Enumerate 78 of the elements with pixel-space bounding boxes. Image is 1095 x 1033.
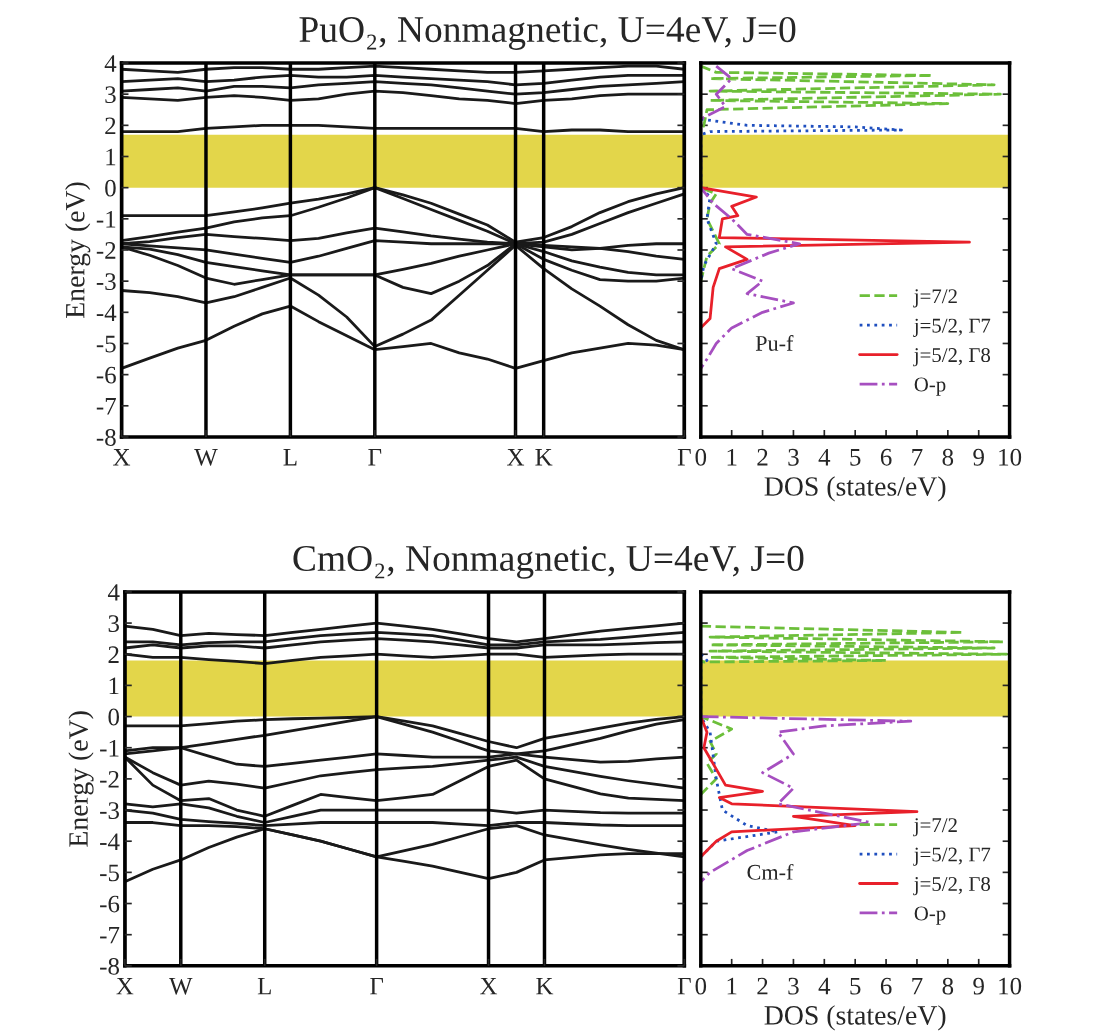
y-tick-label: -8 — [100, 957, 120, 975]
x-tick-label: 1 — [727, 448, 737, 466]
x-tick-label: W — [169, 977, 193, 995]
x-tick-label: L — [283, 449, 297, 466]
x-tick-label: X — [116, 977, 134, 995]
x-tick-label: 5 — [850, 449, 861, 466]
y-tick-label: -8 — [96, 429, 116, 446]
x-tick-label: 7 — [912, 449, 923, 466]
y-tick-label: -2 — [96, 242, 116, 259]
x-axis-title: DOS (states/eV) — [764, 476, 946, 502]
x-tick-label: 10 — [999, 448, 1022, 466]
x-tick-label: X — [507, 449, 525, 466]
x-tick-label: X — [113, 449, 131, 466]
y-tick-label: 3 — [105, 86, 116, 104]
y-tick-label: 1 — [106, 148, 116, 166]
y-tick-label: -7 — [96, 398, 116, 415]
y-tick-label: -6 — [96, 366, 116, 384]
y-tick-label: -1 — [96, 210, 116, 228]
y-tick-label: -1 — [100, 739, 119, 757]
y-tick-label: -3 — [96, 273, 116, 291]
y-tick-label: 4 — [107, 584, 120, 601]
x-tick-label: 7 — [912, 977, 923, 995]
x-tick-label: 3 — [788, 977, 799, 995]
x-tick-label: 6 — [880, 448, 892, 466]
y-tick-label: 3 — [108, 615, 119, 632]
x-tick-label: 4 — [818, 448, 831, 466]
x-tick-label: K — [535, 449, 553, 466]
x-tick-label: 8 — [942, 977, 954, 995]
x-tick-label: Γ — [370, 977, 384, 995]
legend-label: j=5/2, Γ8 — [913, 348, 991, 367]
legend-label: j=5/2, Γ7 — [913, 318, 991, 337]
x-tick-label: 0 — [695, 977, 707, 995]
y-tick-label: 0 — [108, 708, 120, 726]
legend-label: j=7/2 — [913, 818, 957, 837]
y-axis-title: Energy (eV) — [68, 711, 94, 847]
x-tick-label: 10 — [999, 977, 1022, 995]
x-tick-label: 2 — [757, 448, 768, 466]
x-tick-label: W — [194, 449, 218, 466]
x-tick-label: 9 — [973, 448, 984, 466]
x-tick-label: Γ — [677, 449, 691, 466]
y-tick-label: 2 — [108, 646, 119, 663]
chart-title: CmO₂, Nonmagnetic, U=4eV, J=0 — [293, 545, 804, 579]
y-tick-label: -5 — [100, 864, 119, 882]
annotation: Pu-f — [755, 335, 794, 351]
legend-label: O-p — [914, 377, 946, 396]
x-tick-label: 2 — [757, 977, 768, 995]
x-tick-label: 3 — [788, 448, 799, 466]
x-tick-label: Γ — [677, 977, 691, 995]
x-tick-label: 6 — [880, 977, 892, 995]
legend-label: j=7/2 — [913, 289, 957, 308]
x-tick-label: 5 — [850, 977, 861, 995]
legend-label: j=5/2, Γ8 — [913, 876, 991, 896]
y-tick-label: -3 — [100, 802, 119, 819]
x-tick-label: 0 — [695, 448, 707, 466]
y-tick-label: 1 — [109, 677, 119, 695]
x-axis-title: DOS (states/eV) — [764, 1005, 946, 1031]
y-tick-label: -4 — [100, 833, 120, 850]
x-tick-label: 1 — [727, 977, 737, 995]
y-tick-label: 4 — [104, 55, 117, 72]
x-tick-label: 8 — [942, 448, 954, 466]
chart-title: PuO₂, Nonmagnetic, U=4eV, J=0 — [299, 16, 796, 50]
x-tick-label: L — [257, 977, 271, 995]
y-tick-label: -7 — [100, 927, 120, 944]
legend-label: O-p — [914, 906, 946, 925]
y-tick-label: -4 — [96, 304, 117, 321]
x-tick-label: Γ — [368, 449, 382, 466]
annotation: Cm-f — [747, 863, 794, 880]
legend-label: j=5/2, Γ7 — [913, 847, 991, 866]
y-tick-label: -6 — [100, 895, 120, 913]
x-tick-label: X — [480, 977, 498, 995]
y-axis-title: Energy (eV) — [65, 182, 91, 318]
y-tick-label: -5 — [96, 335, 116, 353]
y-tick-label: 2 — [105, 117, 116, 135]
x-tick-label: 9 — [973, 977, 984, 995]
y-tick-label: 0 — [105, 179, 116, 197]
x-tick-label: 4 — [818, 977, 831, 995]
x-tick-label: K — [536, 977, 554, 995]
y-tick-label: -2 — [100, 771, 119, 788]
